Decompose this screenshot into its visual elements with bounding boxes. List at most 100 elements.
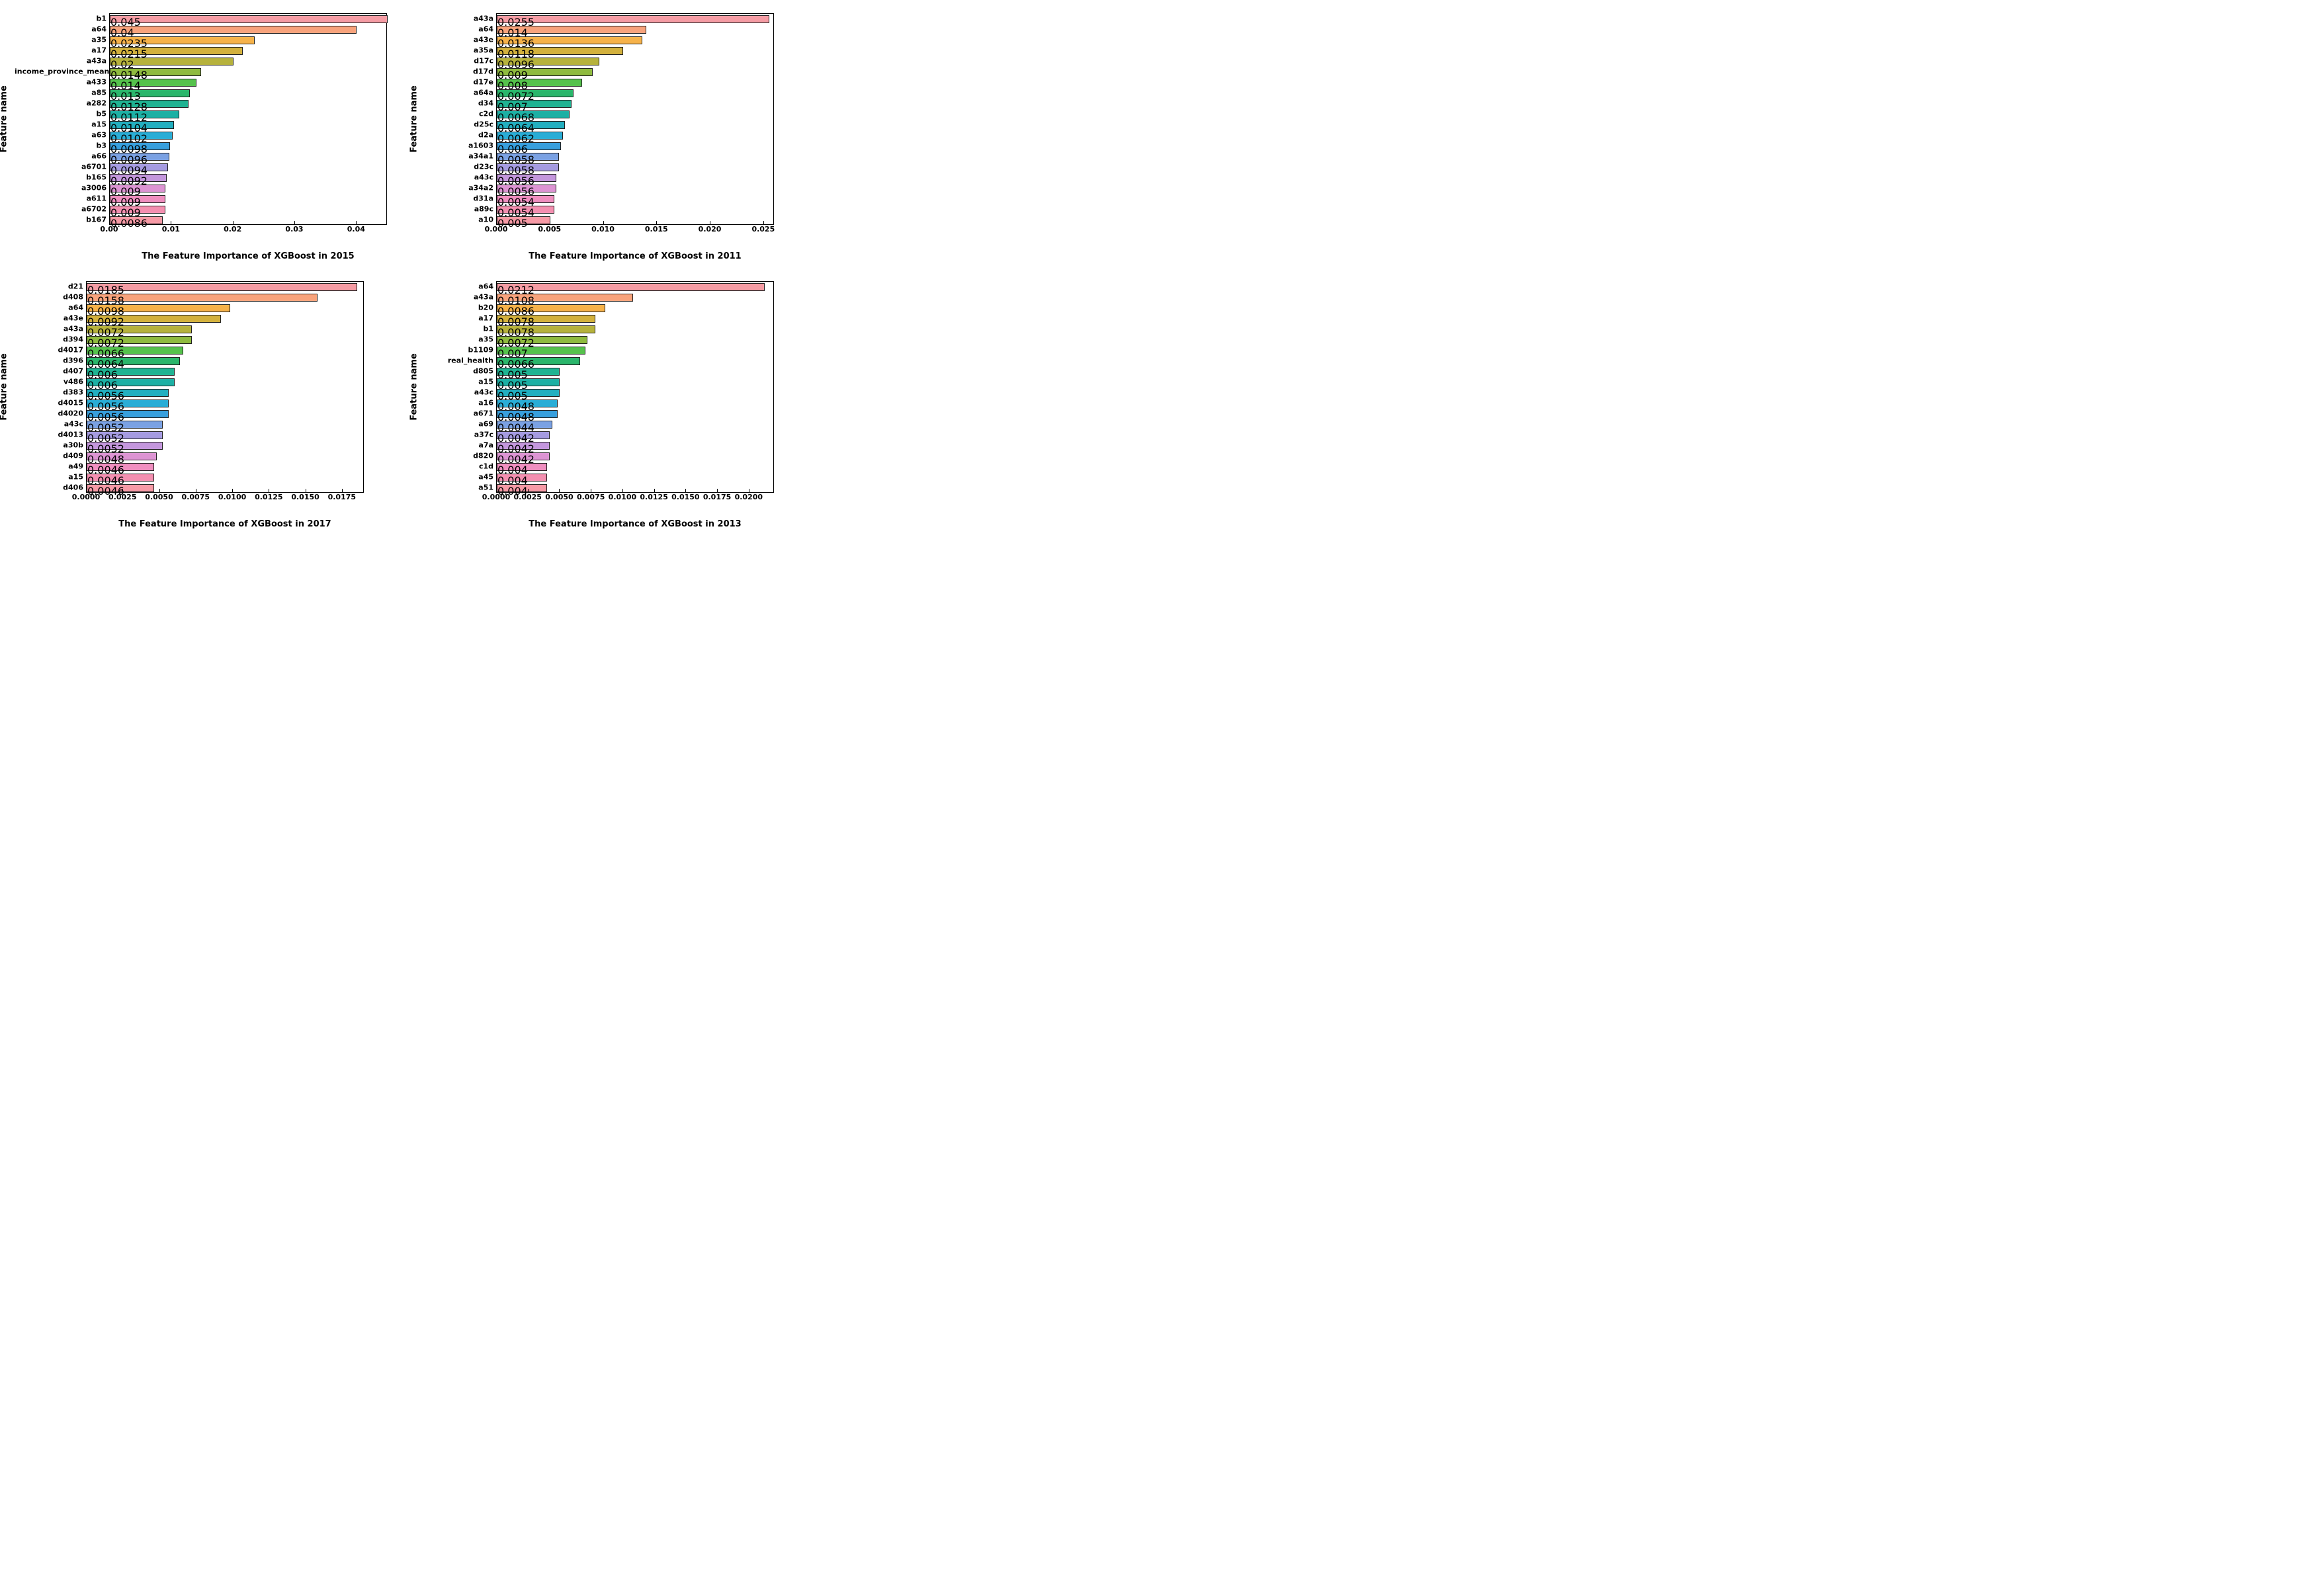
category-label: a63 <box>15 131 106 140</box>
category-label: a43e <box>15 314 83 323</box>
x-tick-label: 0.0200 <box>735 493 763 501</box>
bar: 0.0052 <box>87 442 163 450</box>
category-label: d406 <box>15 483 83 492</box>
category-label: d34 <box>425 99 493 108</box>
bar: 0.014 <box>497 26 646 34</box>
bar: 0.0092 <box>110 174 167 182</box>
x-tick-label: 0.005 <box>538 225 561 233</box>
x-axis-ticks: 0.00000.00250.00500.00750.01000.01250.01… <box>86 493 364 505</box>
bar: 0.0044 <box>497 421 552 429</box>
category-label: a282 <box>15 99 106 108</box>
bar: 0.005 <box>497 389 560 397</box>
panel-2017: Feature named21d408a64a43ea43ad394d4017d… <box>13 281 397 529</box>
category-label: d820 <box>425 452 493 460</box>
category-label: a671 <box>425 409 493 418</box>
category-label: a64 <box>15 25 106 34</box>
bar: 0.009 <box>497 68 593 76</box>
bar: 0.0048 <box>497 399 558 407</box>
bar: 0.0086 <box>497 304 605 312</box>
bar: 0.0136 <box>497 36 642 44</box>
bar: 0.0128 <box>110 100 189 108</box>
bar: 0.0104 <box>110 121 174 129</box>
category-label: a43e <box>425 36 493 44</box>
category-label: d4020 <box>15 409 83 418</box>
x-axis-label: The Feature Importance of XGBoost in 201… <box>86 519 364 529</box>
bar: 0.0048 <box>87 452 157 460</box>
bar: 0.0078 <box>497 315 595 323</box>
bar: 0.006 <box>497 142 561 150</box>
bar: 0.004 <box>497 474 547 482</box>
x-tick-label: 0.025 <box>751 225 775 233</box>
category-label: a43a <box>425 15 493 23</box>
x-tick-label: 0.0150 <box>671 493 699 501</box>
category-label: a64a <box>425 89 493 97</box>
category-label: d17d <box>425 67 493 76</box>
bar: 0.007 <box>497 100 572 108</box>
bar: 0.0108 <box>497 294 633 302</box>
category-label: b1 <box>425 325 493 333</box>
category-label: a6701 <box>15 163 106 171</box>
category-label: a64 <box>425 25 493 34</box>
chart-grid: Feature nameb1a64a35a17a43aincome_provin… <box>13 13 807 529</box>
category-label: v486 <box>15 378 83 386</box>
bar: 0.013 <box>110 89 190 97</box>
category-label: b3 <box>15 142 106 150</box>
bar: 0.0058 <box>497 153 559 161</box>
bar: 0.0042 <box>497 431 550 439</box>
category-label: d394 <box>15 335 83 344</box>
bar: 0.0092 <box>87 315 221 323</box>
bar: 0.014 <box>110 79 196 87</box>
bar: 0.0068 <box>497 110 570 118</box>
category-label: d25c <box>425 120 493 129</box>
bar: 0.0098 <box>110 142 170 150</box>
bar: 0.0185 <box>87 283 357 291</box>
category-label: c2d <box>425 110 493 118</box>
bar: 0.0118 <box>497 47 623 55</box>
bar: 0.0052 <box>87 421 163 429</box>
category-label: a611 <box>15 194 106 203</box>
bar: 0.0096 <box>110 153 169 161</box>
category-label: a34a1 <box>425 152 493 161</box>
category-label: b20 <box>425 304 493 312</box>
category-label: b167 <box>15 216 106 224</box>
category-label: a15 <box>15 120 106 129</box>
category-label: a17 <box>425 314 493 323</box>
x-tick-label: 0.01 <box>162 225 180 233</box>
x-tick-label: 0.0150 <box>291 493 319 501</box>
category-label: d408 <box>15 293 83 302</box>
x-tick-label: 0.0125 <box>255 493 282 501</box>
bar: 0.0054 <box>497 195 554 203</box>
category-label: a89c <box>425 205 493 214</box>
category-label: d396 <box>15 357 83 365</box>
plot-area: 0.01850.01580.00980.00920.00720.00720.00… <box>86 281 364 493</box>
category-label: a43a <box>15 57 106 65</box>
category-label: a433 <box>15 78 106 87</box>
bar: 0.0066 <box>87 347 183 355</box>
bar: 0.0098 <box>87 304 230 312</box>
bar: 0.005 <box>497 216 550 224</box>
bar: 0.0255 <box>497 15 769 23</box>
bar: 0.0066 <box>497 357 580 365</box>
category-label: a17 <box>15 46 106 55</box>
x-tick-label: 0.0075 <box>182 493 210 501</box>
category-label: d4017 <box>15 346 83 355</box>
bar: 0.0235 <box>110 36 255 44</box>
bar: 0.0072 <box>497 89 574 97</box>
x-tick-label: 0.0050 <box>145 493 173 501</box>
category-label: b1 <box>15 15 106 23</box>
x-axis-ticks: 0.000.010.020.030.04 <box>109 225 387 237</box>
bar: 0.0072 <box>497 336 587 344</box>
category-label: a37c <box>425 431 493 439</box>
bar: 0.0112 <box>110 110 179 118</box>
bar: 0.0056 <box>497 174 556 182</box>
category-label: a64 <box>425 282 493 291</box>
x-tick-label: 0.000 <box>485 225 508 233</box>
category-label: b5 <box>15 110 106 118</box>
x-axis-label: The Feature Importance of XGBoost in 201… <box>496 251 774 261</box>
bar: 0.0064 <box>87 357 180 365</box>
x-axis-ticks: 0.0000.0050.0100.0150.0200.025 <box>496 225 774 237</box>
category-label: d805 <box>425 367 493 376</box>
bar: 0.007 <box>497 347 585 355</box>
x-tick-label: 0.0025 <box>513 493 541 501</box>
category-label: d407 <box>15 367 83 376</box>
